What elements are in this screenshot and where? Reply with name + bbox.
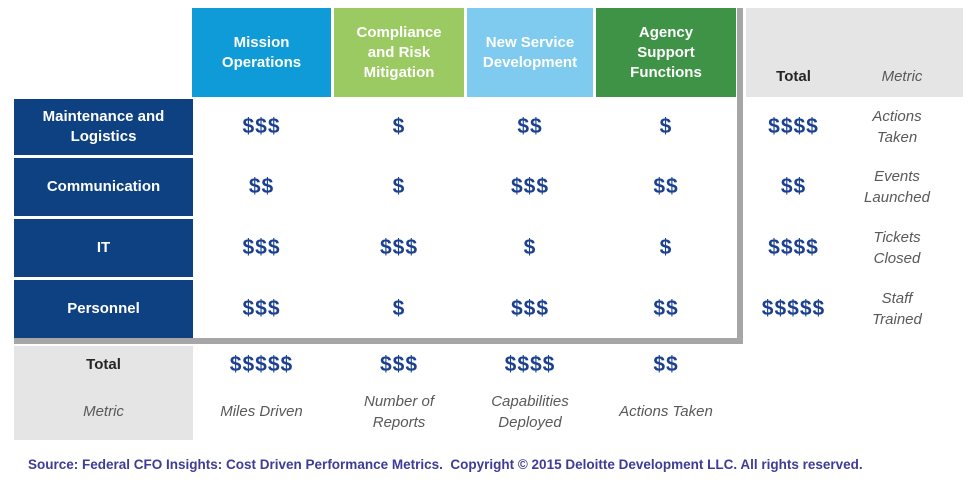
row-metric-label: Tickets Closed <box>873 229 921 267</box>
column-header-agency-support-functions: Agency Support Functions <box>596 8 736 97</box>
matrix-frame-bottom <box>14 338 743 344</box>
column-total-cell: $$$ <box>379 352 419 376</box>
row-total-cell: $$$$$ <box>761 297 826 320</box>
column-header-label: Mission Operations <box>221 33 302 71</box>
cost-cell: $$$ <box>510 297 550 320</box>
row-metric-label: Actions Taken <box>872 108 922 146</box>
row-header-label: IT <box>96 239 111 256</box>
column-header-compliance-risk-mitigation: Compliance and Risk Mitigation <box>334 8 464 97</box>
row-total-cell: $$$$ <box>768 236 819 259</box>
row-metric-label: Staff Trained <box>872 290 922 328</box>
cost-cell: $$ <box>653 175 679 198</box>
column-metric-label: Capabilities Deployed <box>491 392 569 431</box>
cost-cell: $ <box>659 115 673 138</box>
column-total-cell: $$$$$ <box>229 352 294 376</box>
cost-cell: $$$ <box>510 175 550 198</box>
column-header-new-service-development: New Service Development <box>467 8 593 97</box>
column-metric-label: Miles Driven <box>220 403 303 420</box>
cost-cell: $$$ <box>242 115 281 138</box>
source-attribution: Source: Federal CFO Insights: Cost Drive… <box>28 457 863 472</box>
column-header-label: Compliance and Risk Mitigation <box>356 23 442 81</box>
column-header-label: Agency Support Functions <box>630 23 702 81</box>
row-header-communication: Communication <box>14 158 193 216</box>
column-total-cell: $$ <box>653 352 679 376</box>
column-metric-cell: Number of Reports <box>334 383 464 440</box>
cost-cell: $$$ <box>379 236 419 259</box>
cost-cell: $$ <box>653 297 679 320</box>
row-metric-cell: Actions Taken <box>836 99 958 155</box>
total-column-header: Total <box>776 68 811 85</box>
matrix-frame-right <box>737 8 743 344</box>
column-metric-cell: Actions Taken <box>596 383 736 440</box>
row-header-personnel: Personnel <box>14 280 193 338</box>
column-metric-cell: Capabilities Deployed <box>467 383 593 440</box>
summary-row-panel: Total Metric <box>14 346 193 440</box>
column-metric-cell: Miles Driven <box>192 383 331 440</box>
row-metric-cell: Staff Trained <box>836 280 958 338</box>
row-metric-label: Events Launched <box>864 168 930 206</box>
cost-cell: $ <box>392 175 406 198</box>
cost-cell: $ <box>392 115 406 138</box>
cost-cell: $ <box>523 236 537 259</box>
column-metric-label: Number of Reports <box>363 392 435 431</box>
row-header-label: Communication <box>46 178 161 195</box>
column-header-label: New Service Development <box>482 33 578 71</box>
cost-cell: $$$ <box>242 236 281 259</box>
row-header-label: Personnel <box>67 300 140 317</box>
column-total-cell: $$$$ <box>504 352 556 376</box>
summary-header-panel: Total Metric <box>746 8 963 97</box>
metric-row-header: Metric <box>83 403 124 420</box>
row-total-cell: $$ <box>780 175 807 198</box>
row-header-maintenance-and-logistics: Maintenance and Logistics <box>14 99 193 155</box>
row-metric-cell: Tickets Closed <box>836 219 958 277</box>
row-metric-cell: Events Launched <box>836 158 958 216</box>
column-header-mission-operations: Mission Operations <box>192 8 331 97</box>
column-metric-label: Actions Taken <box>619 403 713 420</box>
cost-cell: $ <box>392 297 406 320</box>
metric-column-header: Metric <box>881 68 923 85</box>
row-header-it: IT <box>14 219 193 277</box>
cost-cell: $$ <box>517 115 543 138</box>
total-row-header: Total <box>86 356 121 373</box>
cost-cell: $$$ <box>242 297 281 320</box>
cost-cell: $ <box>659 236 673 259</box>
row-total-cell: $$$$ <box>768 115 819 138</box>
cost-cell: $$ <box>248 175 275 198</box>
row-header-label: Maintenance and Logistics <box>42 108 165 145</box>
